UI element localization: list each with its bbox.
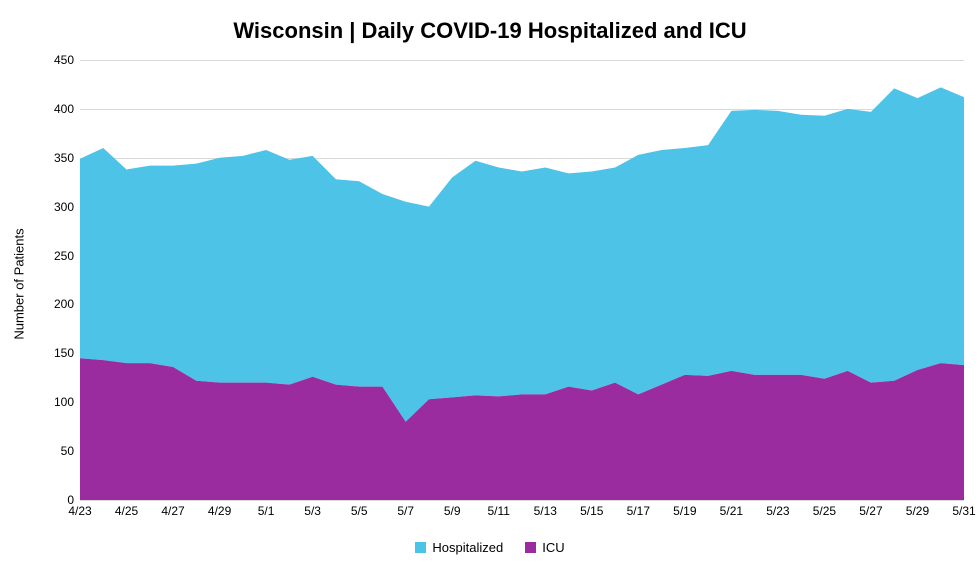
legend-label: ICU: [542, 540, 564, 555]
legend-swatch-icon: [525, 542, 536, 553]
x-tick-label: 5/11: [488, 500, 510, 518]
x-tick-label: 5/7: [397, 500, 414, 518]
x-tick-label: 4/29: [208, 500, 231, 518]
legend-item: ICU: [525, 540, 564, 555]
x-tick-label: 5/31: [952, 500, 975, 518]
series-hospitalized: [80, 87, 964, 421]
legend-label: Hospitalized: [432, 540, 503, 555]
x-tick-label: 5/27: [859, 500, 882, 518]
x-tick-label: 5/5: [351, 500, 368, 518]
chart-title: Wisconsin | Daily COVID-19 Hospitalized …: [0, 18, 980, 44]
y-tick-label: 150: [54, 346, 80, 360]
x-tick-label: 5/17: [627, 500, 650, 518]
x-tick-label: 4/25: [115, 500, 138, 518]
plot-area: 050100150200250300350400450 4/234/254/27…: [80, 60, 964, 500]
x-tick-label: 5/3: [304, 500, 321, 518]
y-tick-label: 350: [54, 151, 80, 165]
x-tick-label: 5/19: [673, 500, 696, 518]
y-axis-label: Number of Patients: [12, 228, 27, 339]
x-tick-label: 5/21: [720, 500, 743, 518]
y-tick-label: 250: [54, 249, 80, 263]
chart-container: Wisconsin | Daily COVID-19 Hospitalized …: [0, 0, 980, 568]
y-tick-label: 100: [54, 395, 80, 409]
y-tick-label: 200: [54, 297, 80, 311]
x-tick-label: 4/23: [68, 500, 91, 518]
x-tick-label: 5/9: [444, 500, 461, 518]
legend-swatch-icon: [415, 542, 426, 553]
y-tick-label: 50: [61, 444, 80, 458]
x-tick-label: 5/1: [258, 500, 275, 518]
y-tick-label: 400: [54, 102, 80, 116]
legend-item: Hospitalized: [415, 540, 503, 555]
x-tick-label: 4/27: [161, 500, 184, 518]
y-tick-label: 450: [54, 53, 80, 67]
x-tick-label: 5/15: [580, 500, 603, 518]
x-tick-label: 5/25: [813, 500, 836, 518]
x-tick-label: 5/29: [906, 500, 929, 518]
legend: Hospitalized ICU: [0, 540, 980, 555]
area-series: [80, 60, 964, 500]
x-tick-label: 5/23: [766, 500, 789, 518]
y-tick-label: 300: [54, 200, 80, 214]
x-tick-label: 5/13: [534, 500, 557, 518]
